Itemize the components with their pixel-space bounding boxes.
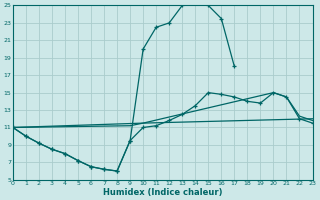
X-axis label: Humidex (Indice chaleur): Humidex (Indice chaleur) <box>103 188 222 197</box>
